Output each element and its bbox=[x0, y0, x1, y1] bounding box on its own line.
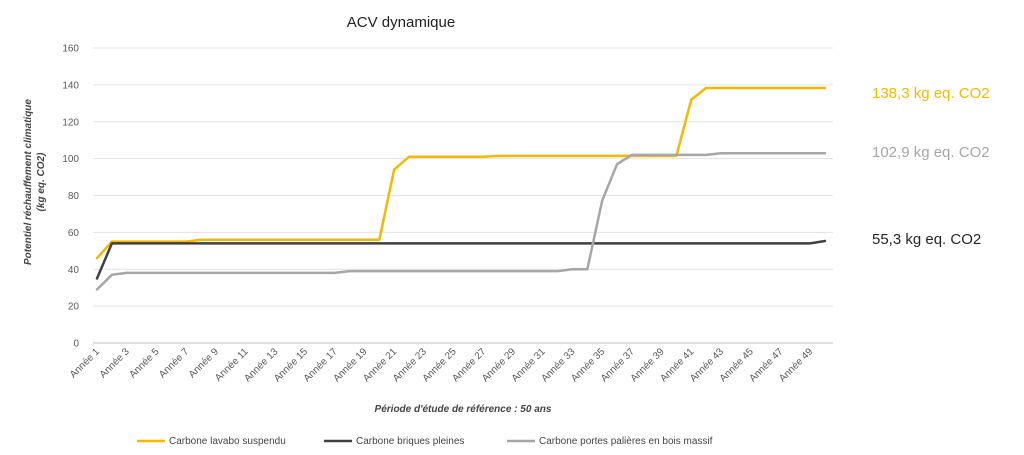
y-tick-label: 140 bbox=[62, 80, 79, 91]
legend-label: Carbone lavabo suspendu bbox=[169, 436, 286, 447]
gridlines bbox=[93, 47, 833, 344]
y-axis-title-line2: (kg eq. CO2) bbox=[36, 152, 47, 212]
series-line-2 bbox=[95, 239, 827, 280]
series-line-1 bbox=[95, 86, 827, 260]
annotation-lavabo-final-value: 138,3 kg eq. CO2 bbox=[872, 85, 990, 102]
x-tick-label: Année 7 bbox=[157, 346, 191, 380]
y-tick-label: 160 bbox=[62, 44, 79, 55]
y-tick-label: 40 bbox=[68, 265, 80, 276]
y-tick-label: 120 bbox=[62, 117, 79, 128]
series-line-3 bbox=[95, 152, 827, 291]
x-tick-label: Année 3 bbox=[98, 346, 132, 380]
legend-label: Carbone portes palières en bois massif bbox=[539, 436, 713, 447]
x-tick-label: Année 5 bbox=[127, 346, 161, 380]
chart-title: ACV dynamique bbox=[347, 14, 455, 31]
annotation-portes-final-value: 102,9 kg eq. CO2 bbox=[872, 144, 990, 161]
annotation-briques-final-value: 55,3 kg eq. CO2 bbox=[872, 231, 982, 248]
x-axis-title: Période d'étude de référence : 50 ans bbox=[375, 404, 552, 415]
legend: Carbone lavabo suspendu Carbone briques p… bbox=[137, 436, 713, 447]
legend-label: Carbone briques pleines bbox=[356, 436, 464, 447]
series-lines bbox=[95, 86, 827, 291]
y-tick-label: 100 bbox=[62, 154, 79, 165]
y-tick-label: 80 bbox=[68, 191, 80, 202]
y-axis-title-line1: Potentiel réchauffement climatique bbox=[23, 99, 34, 265]
y-tick-label: 60 bbox=[68, 228, 80, 239]
y-tick-label: 0 bbox=[73, 339, 79, 350]
x-tick-label: Année 1 bbox=[68, 346, 102, 380]
y-tick-label: 20 bbox=[68, 302, 80, 313]
